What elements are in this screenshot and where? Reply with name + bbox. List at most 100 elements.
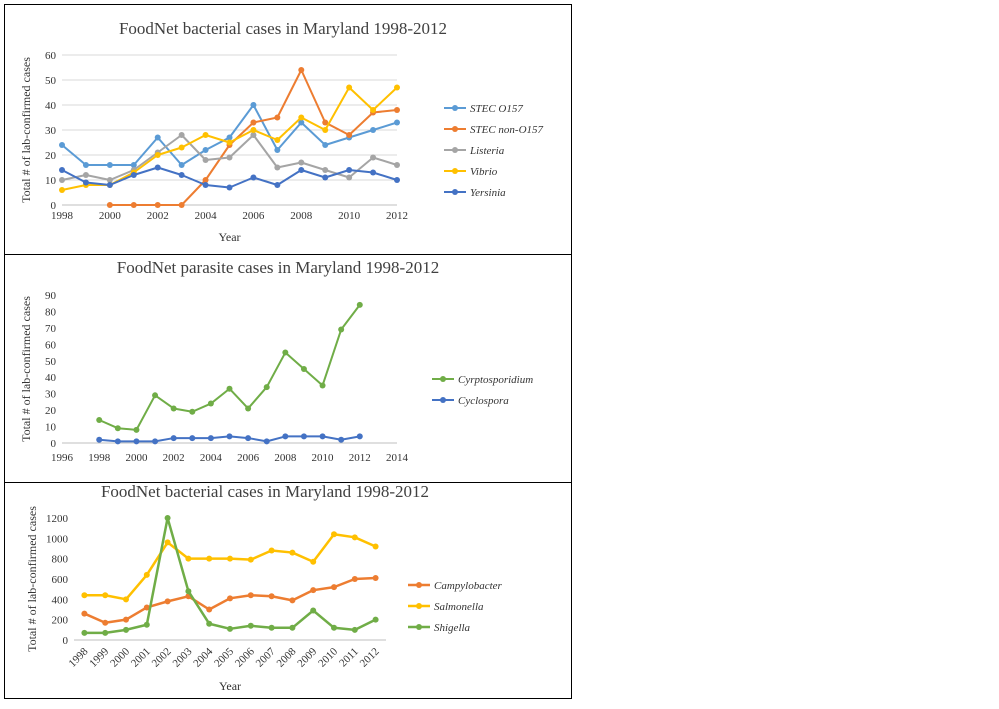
data-point (206, 606, 213, 613)
legend-label: Cyclospora (458, 395, 509, 407)
data-point (170, 405, 177, 412)
data-point (143, 571, 150, 578)
series-stec-o157 (59, 102, 400, 168)
x-tick-label: 2000 (108, 645, 132, 669)
data-point (59, 177, 65, 183)
legend-swatch-marker (452, 105, 458, 111)
data-point (346, 84, 353, 91)
x-tick-label: 2012 (358, 646, 382, 670)
x-tick-label: 2012 (386, 210, 408, 222)
data-point (351, 534, 358, 541)
y-tick-label: 10 (45, 175, 57, 187)
data-point (170, 435, 177, 442)
data-point (346, 174, 353, 181)
data-point (394, 119, 400, 126)
data-point (289, 624, 296, 631)
legend-swatch-marker (416, 582, 422, 588)
series-line-salmonella (84, 533, 377, 601)
data-point (322, 127, 329, 133)
legend-label: STEC O157 (470, 103, 523, 115)
chart-panel-border-3 (4, 482, 572, 699)
data-point (268, 624, 275, 631)
data-point (207, 435, 214, 442)
legend-swatch-marker (440, 376, 446, 382)
data-point (96, 416, 103, 423)
data-point (202, 157, 209, 163)
data-point (250, 174, 257, 181)
data-point (164, 515, 171, 521)
x-tick-label: 2000 (125, 452, 148, 464)
data-point (206, 555, 213, 562)
legend-label: STEC non-O157 (470, 124, 544, 136)
data-point (59, 167, 65, 173)
chart-title: FoodNet parasite cases in Maryland 1998-… (117, 258, 439, 277)
x-tick-label: 1998 (51, 210, 74, 222)
legend-item-vibrio: Vibrio (444, 166, 498, 178)
chart-1: 0 10 20 30 40 50 60 1998 2000 2002 2004 2006 2008 201… (19, 19, 544, 244)
legend-swatch-marker (452, 147, 458, 153)
data-point (123, 616, 129, 623)
data-point (81, 610, 88, 617)
x-tick-label: 2011 (337, 646, 361, 670)
data-point (370, 154, 377, 161)
data-point (394, 107, 400, 113)
y-tick-label: 600 (52, 574, 69, 586)
data-point (298, 167, 305, 173)
x-tick-label: 2009 (295, 645, 319, 669)
data-point (96, 436, 103, 443)
data-point (227, 625, 233, 632)
data-point (370, 127, 377, 133)
data-point (102, 629, 109, 636)
data-point (202, 177, 209, 183)
x-tick-label: 2008 (290, 210, 313, 222)
data-point (322, 119, 329, 126)
x-tick-label: 2000 (99, 210, 122, 222)
data-point (250, 127, 257, 133)
data-point (322, 167, 329, 173)
data-point (247, 592, 254, 599)
data-point (319, 433, 326, 440)
series-listeria (59, 132, 400, 183)
data-point (178, 144, 185, 151)
legend-item-shigella: Shigella (408, 622, 471, 634)
data-point (82, 179, 89, 186)
data-point (106, 162, 113, 168)
data-point (106, 182, 113, 188)
data-point (274, 182, 281, 188)
legend-item-cyclospora: Cyclospora (432, 395, 509, 407)
x-tick-label: 2007 (254, 645, 278, 669)
data-point (81, 629, 88, 636)
y-tick-label: 20 (45, 405, 57, 417)
y-tick-label: 0 (51, 438, 57, 450)
data-point (263, 384, 270, 391)
data-point (310, 587, 317, 594)
legend-label: Cyrptosporidium (458, 374, 533, 386)
data-point (370, 107, 377, 113)
data-point (322, 174, 329, 181)
y-tick-label: 400 (52, 594, 69, 606)
data-point (274, 114, 281, 121)
data-point (298, 119, 305, 126)
data-point (247, 622, 254, 629)
data-point (282, 349, 289, 356)
data-point (250, 119, 257, 126)
data-point (189, 435, 196, 442)
legend-item-stec-non-o157: STEC non-O157 (444, 124, 544, 136)
data-point (152, 392, 159, 399)
data-point (133, 438, 140, 445)
data-point (263, 438, 270, 445)
y-tick-label: 90 (45, 290, 57, 302)
data-point (178, 172, 185, 178)
data-point (346, 167, 353, 173)
data-point (268, 547, 275, 554)
y-tick-label: 800 (52, 554, 69, 566)
x-tick-label: 2006 (233, 645, 257, 669)
legend-item-stec-o157: STEC O157 (444, 103, 523, 115)
x-tick-label: 2004 (191, 645, 215, 669)
data-point (351, 626, 358, 633)
data-point (310, 558, 317, 565)
x-tick-label: 2006 (242, 210, 265, 222)
chart-panel-border-2 (4, 254, 572, 483)
data-point (394, 177, 400, 183)
legend-item-cyrptosporidium: Cyrptosporidium (432, 374, 533, 386)
